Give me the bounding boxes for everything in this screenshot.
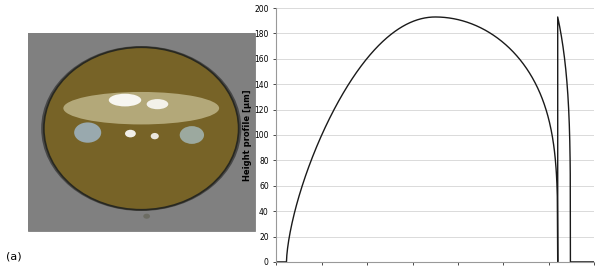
Ellipse shape xyxy=(53,55,229,202)
Ellipse shape xyxy=(143,214,150,219)
Y-axis label: Height profile [μm]: Height profile [μm] xyxy=(242,89,251,181)
Ellipse shape xyxy=(109,94,141,106)
Ellipse shape xyxy=(95,90,188,167)
Ellipse shape xyxy=(110,103,172,154)
Ellipse shape xyxy=(146,99,168,109)
Ellipse shape xyxy=(114,106,169,151)
FancyBboxPatch shape xyxy=(28,33,255,231)
Ellipse shape xyxy=(56,58,226,199)
FancyBboxPatch shape xyxy=(28,33,255,231)
Ellipse shape xyxy=(88,85,194,173)
Ellipse shape xyxy=(151,133,159,139)
Ellipse shape xyxy=(76,74,207,183)
Ellipse shape xyxy=(117,108,166,149)
Ellipse shape xyxy=(139,127,143,130)
Ellipse shape xyxy=(47,50,235,207)
Ellipse shape xyxy=(124,114,159,143)
Ellipse shape xyxy=(60,60,223,197)
Ellipse shape xyxy=(70,69,213,188)
Ellipse shape xyxy=(101,95,181,162)
Ellipse shape xyxy=(98,92,185,165)
Ellipse shape xyxy=(92,87,191,170)
Ellipse shape xyxy=(64,92,219,124)
Ellipse shape xyxy=(66,66,217,191)
Ellipse shape xyxy=(130,119,153,138)
Ellipse shape xyxy=(63,63,220,194)
Ellipse shape xyxy=(107,100,175,157)
Ellipse shape xyxy=(120,111,162,146)
Ellipse shape xyxy=(44,47,239,210)
Ellipse shape xyxy=(41,46,241,211)
Ellipse shape xyxy=(127,116,156,141)
Ellipse shape xyxy=(79,76,203,181)
Ellipse shape xyxy=(85,82,197,175)
Ellipse shape xyxy=(74,122,101,143)
Ellipse shape xyxy=(104,98,178,159)
Ellipse shape xyxy=(180,126,204,144)
Text: (a): (a) xyxy=(6,252,22,262)
Ellipse shape xyxy=(125,130,136,137)
Ellipse shape xyxy=(82,79,200,178)
Ellipse shape xyxy=(133,122,149,136)
Ellipse shape xyxy=(50,53,232,204)
Ellipse shape xyxy=(136,124,146,133)
Ellipse shape xyxy=(73,71,210,186)
